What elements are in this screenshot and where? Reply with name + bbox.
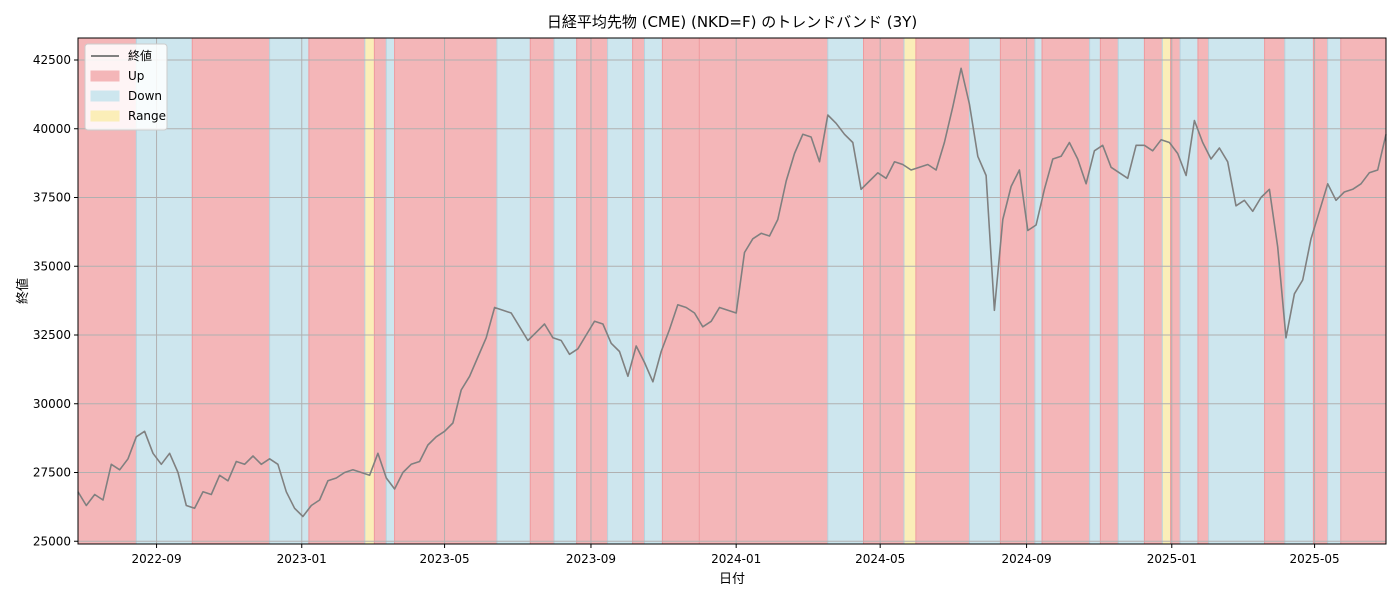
legend-swatch-down (90, 90, 120, 102)
legend-label: Range (128, 109, 166, 123)
trend-band-range (364, 38, 375, 544)
trend-band-up (530, 38, 555, 544)
y-tick-label: 37500 (33, 191, 71, 205)
legend: 終値 Up Down Range (84, 43, 168, 131)
y-tick-label: 40000 (33, 122, 71, 136)
series-layer (77, 67, 1387, 518)
trend-band-down (1118, 38, 1145, 544)
trend-band-up (576, 38, 608, 544)
x-tick-label: 2025-01 (1147, 552, 1197, 566)
x-tick-label: 2025-05 (1290, 552, 1340, 566)
trend-band-down (1208, 38, 1265, 544)
trend-band-up (1144, 38, 1163, 544)
trend-band-down (386, 38, 395, 544)
trend-band-up (915, 38, 970, 544)
trend-band-up (192, 38, 270, 544)
y-tick-label: 27500 (33, 466, 71, 480)
y-tick-label: 35000 (33, 259, 71, 273)
series-line-close (77, 67, 1387, 518)
trend-band-up (1042, 38, 1090, 544)
trend-bands (78, 38, 1386, 544)
legend-label: 終値 (128, 48, 152, 63)
legend-label: Down (128, 89, 162, 103)
legend-box (84, 43, 168, 131)
trend-band-up (374, 38, 387, 544)
x-tick-label: 2024-01 (711, 552, 761, 566)
chart-title: 日経平均先物 (CME) (NKD=F) のトレンドバンド (3Y) (547, 13, 917, 31)
legend-swatch-up (90, 70, 120, 82)
trend-band-down (1327, 38, 1341, 544)
trend-band-down (1034, 38, 1043, 544)
trend-band-down (1180, 38, 1198, 544)
trend-band-down (1284, 38, 1314, 544)
trend-band-down (827, 38, 864, 544)
trend-band-up (662, 38, 700, 544)
trend-band-down (607, 38, 633, 544)
trend-band-range (1162, 38, 1171, 544)
x-tick-label: 2022-09 (131, 552, 181, 566)
y-tick-label: 25000 (33, 534, 71, 548)
trend-band-up (632, 38, 645, 544)
legend-swatch-range (90, 110, 120, 122)
trend-band-up (1170, 38, 1181, 544)
y-tick-label: 32500 (33, 328, 71, 342)
x-tick-label: 2023-01 (277, 552, 327, 566)
trend-band-range (903, 38, 916, 544)
trend-band-down (969, 38, 1001, 544)
trend-band-up (394, 38, 497, 544)
y-tick-label: 42500 (33, 53, 71, 67)
trend-band-down (1089, 38, 1101, 544)
x-tick-label: 2024-05 (855, 552, 905, 566)
trend-band-up (699, 38, 828, 544)
trend-band-up (308, 38, 365, 544)
trend-band-up (1000, 38, 1035, 544)
trend-band-down (269, 38, 309, 544)
trend-band-up (863, 38, 904, 544)
x-tick-label: 2023-09 (566, 552, 616, 566)
trend-band-down (554, 38, 577, 544)
trend-band-up (1100, 38, 1119, 544)
trend-band-up (1264, 38, 1285, 544)
x-tick-label: 2024-09 (1001, 552, 1051, 566)
x-tick-label: 2023-05 (420, 552, 470, 566)
legend-label: Up (128, 69, 144, 83)
y-axis-label: 終値 (15, 278, 31, 304)
y-axis: 25000 27500 30000 32500 35000 37500 40000 42500 (33, 53, 78, 548)
plot-frame (77, 37, 1387, 545)
trend-band-down (496, 38, 531, 544)
x-axis: 2022-09 2023-01 2023-05 2023-09 2024-01 2024-… (131, 544, 1340, 566)
x-axis-label: 日付 (719, 572, 745, 587)
trend-band-up (1313, 38, 1328, 544)
trend-band-up (1197, 38, 1209, 544)
trend-band-down (644, 38, 663, 544)
y-tick-label: 30000 (33, 397, 71, 411)
trend-band-up (1340, 38, 1386, 544)
